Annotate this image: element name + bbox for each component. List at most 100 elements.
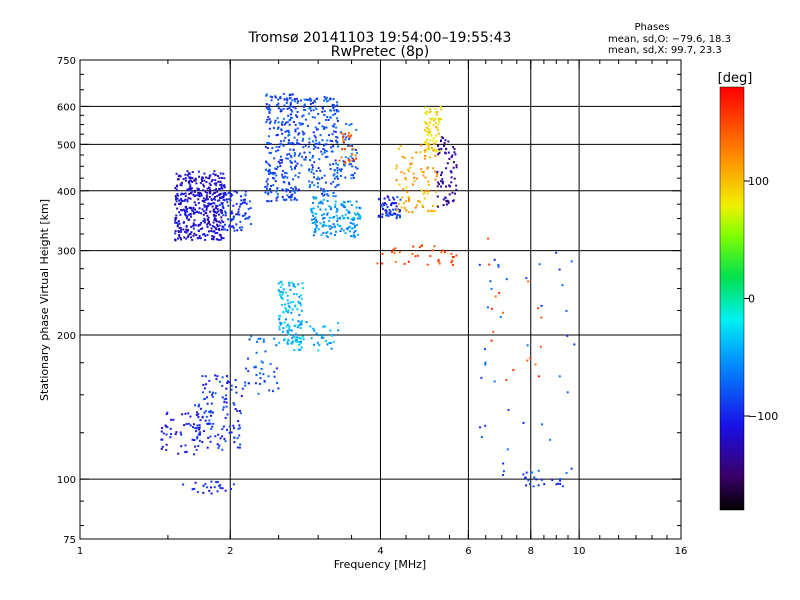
data-point bbox=[279, 164, 282, 167]
data-point bbox=[220, 177, 223, 180]
data-point bbox=[321, 106, 324, 109]
data-point bbox=[198, 431, 201, 434]
data-point bbox=[436, 126, 439, 129]
data-point bbox=[281, 173, 284, 176]
data-point bbox=[172, 418, 175, 421]
y-tick-label: 75 bbox=[63, 535, 76, 546]
data-point bbox=[558, 375, 561, 378]
data-point bbox=[174, 219, 177, 222]
chart-subtitle: RwPretec (8p) bbox=[331, 44, 429, 60]
data-point bbox=[351, 153, 354, 156]
data-point bbox=[248, 200, 251, 203]
data-point bbox=[352, 234, 355, 237]
data-point bbox=[340, 132, 343, 135]
data-point bbox=[297, 340, 300, 343]
data-point bbox=[285, 97, 288, 100]
data-point bbox=[390, 213, 393, 216]
data-point bbox=[181, 209, 184, 212]
data-point bbox=[264, 145, 267, 148]
data-point bbox=[290, 342, 293, 345]
data-point bbox=[430, 209, 433, 212]
data-point bbox=[427, 127, 430, 130]
data-point bbox=[198, 207, 201, 210]
data-point bbox=[189, 212, 192, 215]
data-point bbox=[236, 409, 239, 412]
data-point bbox=[280, 128, 283, 131]
data-point bbox=[428, 148, 431, 151]
data-point bbox=[208, 419, 211, 422]
data-point bbox=[292, 148, 295, 151]
data-point bbox=[293, 167, 296, 170]
data-point bbox=[381, 208, 384, 211]
data-point bbox=[405, 209, 408, 212]
data-point bbox=[203, 179, 206, 182]
data-point bbox=[201, 199, 204, 202]
data-point bbox=[315, 178, 318, 181]
data-point bbox=[184, 412, 187, 415]
data-point bbox=[211, 425, 214, 428]
data-point bbox=[201, 179, 204, 182]
x-tick-label: 1 bbox=[77, 546, 83, 557]
data-point bbox=[214, 392, 217, 395]
data-point bbox=[189, 184, 192, 187]
data-point bbox=[352, 176, 355, 179]
data-point bbox=[185, 422, 188, 425]
data-point bbox=[385, 214, 388, 217]
data-point bbox=[212, 214, 215, 217]
data-point bbox=[201, 227, 204, 230]
data-point bbox=[427, 209, 430, 212]
data-point bbox=[524, 476, 527, 479]
data-point bbox=[194, 404, 197, 407]
data-point bbox=[505, 278, 508, 281]
data-point bbox=[238, 427, 241, 430]
data-point bbox=[296, 127, 299, 130]
data-point bbox=[391, 202, 394, 205]
data-point bbox=[220, 196, 223, 199]
data-point bbox=[213, 192, 216, 195]
data-point bbox=[438, 148, 441, 151]
data-point bbox=[344, 156, 347, 159]
data-point bbox=[228, 224, 231, 227]
data-point bbox=[239, 443, 242, 446]
data-point bbox=[333, 226, 336, 229]
data-point bbox=[388, 199, 391, 202]
data-point bbox=[205, 176, 208, 179]
data-point bbox=[325, 143, 328, 146]
data-point bbox=[448, 193, 451, 196]
data-point bbox=[217, 433, 220, 436]
data-point bbox=[437, 260, 440, 263]
data-point bbox=[447, 200, 450, 203]
data-point bbox=[272, 184, 275, 187]
data-point bbox=[275, 174, 278, 177]
data-point bbox=[314, 105, 317, 108]
data-point bbox=[288, 284, 291, 287]
data-point bbox=[445, 203, 448, 206]
data-point bbox=[316, 128, 319, 131]
data-point bbox=[424, 150, 427, 153]
data-point bbox=[325, 224, 328, 227]
data-point bbox=[202, 213, 205, 216]
data-point bbox=[327, 99, 330, 102]
data-point bbox=[328, 216, 331, 219]
data-point bbox=[266, 185, 269, 188]
data-point bbox=[178, 199, 181, 202]
data-point bbox=[280, 161, 283, 164]
data-point bbox=[381, 205, 384, 208]
data-point bbox=[424, 191, 427, 194]
data-point bbox=[197, 191, 200, 194]
data-point bbox=[344, 213, 347, 216]
data-point bbox=[309, 106, 312, 109]
y-tick-label: 100 bbox=[57, 475, 76, 486]
data-point bbox=[216, 199, 219, 202]
data-point bbox=[179, 228, 182, 231]
data-point bbox=[215, 182, 218, 185]
data-point bbox=[329, 116, 332, 119]
data-point bbox=[198, 236, 201, 239]
data-point bbox=[213, 198, 216, 201]
data-point bbox=[281, 297, 284, 300]
data-point bbox=[336, 171, 339, 174]
data-point bbox=[221, 487, 224, 490]
data-point bbox=[214, 219, 217, 222]
data-point bbox=[181, 413, 184, 416]
data-point bbox=[207, 422, 210, 425]
